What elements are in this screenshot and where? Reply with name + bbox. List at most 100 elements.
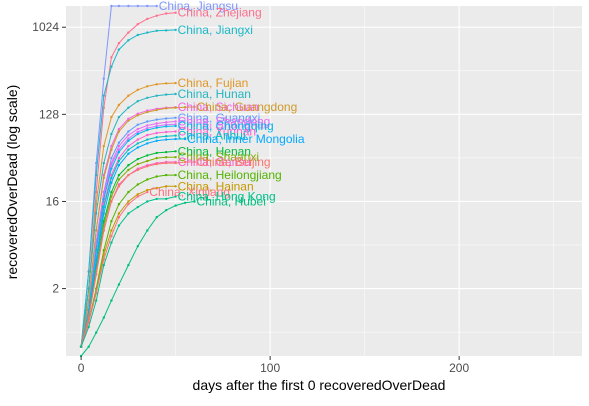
- data-point: [174, 92, 177, 96]
- series-line: [80, 174, 176, 347]
- data-point: [136, 4, 139, 8]
- data-point: [136, 100, 139, 103]
- data-point: [136, 138, 139, 141]
- series-4: [79, 92, 177, 348]
- data-point: [110, 229, 113, 232]
- series-label: China, Inner Mongolia: [187, 132, 305, 146]
- data-point: [146, 127, 149, 130]
- data-point: [155, 136, 158, 139]
- data-point: [110, 176, 113, 180]
- data-point: [127, 117, 130, 121]
- data-point: [110, 132, 113, 136]
- series-line: [80, 135, 176, 347]
- series-label: China, Hainan: [178, 179, 254, 193]
- data-point: [146, 31, 149, 34]
- data-point: [87, 270, 90, 273]
- data-point: [110, 220, 113, 223]
- data-point: [136, 183, 139, 186]
- data-point: [117, 159, 121, 163]
- data-point: [136, 23, 139, 26]
- data-point: [95, 190, 98, 194]
- series-label: China, Yunnan: [178, 125, 257, 139]
- data-point: [95, 273, 98, 276]
- data-point: [174, 11, 177, 14]
- series-label: China, Hubei: [197, 195, 266, 209]
- series-label: China, Shanghai: [178, 117, 267, 131]
- series-label: China, Gansu: [178, 155, 251, 169]
- data-point: [127, 133, 130, 137]
- data-point: [183, 106, 187, 109]
- data-point: [165, 209, 168, 212]
- data-point: [127, 148, 130, 151]
- data-point: [155, 83, 158, 86]
- data-point: [110, 190, 113, 194]
- series-line: [80, 106, 195, 347]
- data-point: [165, 138, 168, 141]
- data-point: [165, 117, 168, 120]
- data-point: [136, 114, 139, 117]
- data-point: [117, 216, 121, 219]
- data-point: [193, 200, 196, 203]
- data-point: [165, 121, 168, 124]
- data-point: [146, 133, 149, 137]
- series-label: China, Shaanxi: [178, 150, 259, 164]
- y-tick-label: 16: [46, 194, 60, 208]
- data-point: [136, 245, 139, 248]
- data-point: [102, 94, 106, 97]
- data-point: [95, 173, 98, 177]
- data-point: [95, 291, 98, 295]
- data-point: [183, 137, 187, 141]
- data-point: [95, 229, 98, 232]
- data-point: [117, 185, 121, 188]
- data-point: [102, 205, 106, 209]
- data-point: [136, 130, 139, 134]
- data-point: [127, 39, 130, 42]
- y-tick-label: 128: [39, 107, 59, 121]
- data-point: [117, 178, 121, 181]
- data-point: [155, 94, 158, 97]
- series-label: China, Hunan: [178, 87, 251, 101]
- series-10: [79, 124, 177, 348]
- data-point: [95, 299, 98, 302]
- data-point: [155, 139, 158, 142]
- data-point: [155, 122, 158, 125]
- series-line: [80, 201, 195, 357]
- data-point: [146, 229, 149, 232]
- series-lines: [79, 4, 196, 358]
- series-label: China, Shandong: [178, 115, 271, 129]
- data-point: [146, 159, 149, 163]
- data-point: [136, 132, 139, 136]
- data-point: [127, 4, 130, 8]
- data-point: [117, 203, 121, 206]
- data-point: [155, 156, 158, 160]
- data-point: [117, 48, 121, 51]
- data-point: [127, 139, 130, 142]
- data-point: [117, 4, 121, 8]
- data-point: [127, 152, 130, 155]
- data-point: [117, 224, 121, 227]
- data-point: [136, 193, 139, 196]
- data-point: [155, 175, 158, 178]
- y-tick-label: 1024: [32, 20, 59, 34]
- x-tick-label: 200: [449, 361, 469, 375]
- data-point: [174, 130, 177, 133]
- data-point: [155, 108, 158, 112]
- series-line: [80, 12, 176, 347]
- series-label: China, Jiangxi: [178, 23, 253, 37]
- data-point: [165, 197, 168, 201]
- series-label: China, Fujian: [178, 76, 249, 90]
- panel-background: [66, 6, 582, 356]
- data-point: [174, 81, 177, 85]
- data-point: [110, 195, 113, 198]
- data-point: [146, 110, 149, 114]
- data-point: [174, 134, 177, 137]
- data-point: [146, 85, 149, 88]
- data-point: [165, 135, 168, 138]
- series-label: China, Guangxi: [178, 111, 261, 125]
- series-label: China, Xinjiang: [149, 185, 230, 199]
- data-point: [165, 185, 168, 188]
- series-label: China, Chongqing: [178, 119, 274, 133]
- grid-lines: [66, 6, 582, 356]
- data-point: [117, 150, 121, 154]
